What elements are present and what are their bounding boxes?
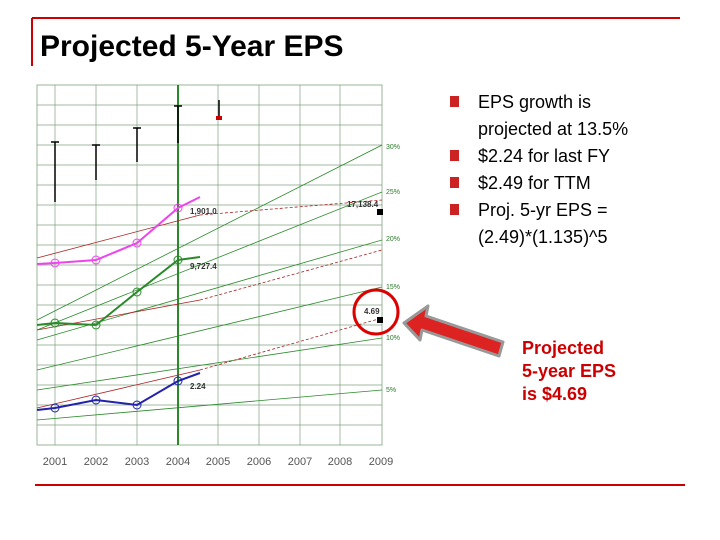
callout-text: Projected — [522, 338, 604, 358]
year-label: 2006 — [247, 456, 271, 468]
year-label: 2003 — [125, 456, 149, 468]
bullet-marker — [450, 204, 459, 215]
chart: 2001 2002 2003 2004 2005 2006 2007 2008 2009 30% 2… — [36, 84, 400, 468]
bullet-text: $2.49 for TTM — [478, 173, 591, 193]
callout-text: is $4.69 — [522, 384, 587, 404]
point-label: 17,138.4 — [347, 200, 379, 209]
callout-text: 5-year EPS — [522, 361, 616, 381]
rate-label: 20% — [386, 236, 400, 243]
point-label: 1,901.0 — [190, 207, 217, 216]
projection-marker — [377, 209, 383, 215]
rate-label: 5% — [386, 387, 396, 394]
trend-lines — [36, 199, 383, 409]
year-label: 2007 — [288, 456, 312, 468]
point-label: 2.24 — [190, 382, 206, 391]
bullet-text: $2.24 for last FY — [478, 146, 610, 166]
history-points — [50, 203, 183, 413]
projection-marker — [377, 317, 383, 323]
rate-label: 10% — [386, 335, 400, 342]
price-marker — [216, 116, 222, 120]
bullet-text: (2.49)*(1.135)^5 — [478, 227, 608, 247]
year-label: 2009 — [369, 456, 393, 468]
year-label: 2008 — [328, 456, 352, 468]
year-label: 2002 — [84, 456, 108, 468]
rate-label: 30% — [386, 144, 400, 151]
bullet-marker — [450, 177, 459, 188]
bullet-text: EPS growth is — [478, 92, 591, 112]
price-range-bars — [51, 100, 220, 202]
arrow — [402, 304, 505, 358]
bullet-text: projected at 13.5% — [478, 119, 628, 139]
year-label: 2005 — [206, 456, 230, 468]
bullet-text: Proj. 5-yr EPS = — [478, 200, 608, 220]
year-label: 2001 — [43, 456, 67, 468]
point-label: 4.69 — [364, 307, 380, 316]
bullet-marker — [450, 96, 459, 107]
bullet-marker — [450, 150, 459, 161]
highlight-circle — [352, 288, 400, 336]
title: Projected 5-Year EPS — [40, 30, 344, 63]
rate-label: 25% — [386, 189, 400, 196]
point-label: 9,727.4 — [190, 262, 217, 271]
rate-label: 15% — [386, 284, 400, 291]
year-label: 2004 — [166, 456, 190, 468]
growth-rate-lines — [36, 144, 383, 421]
